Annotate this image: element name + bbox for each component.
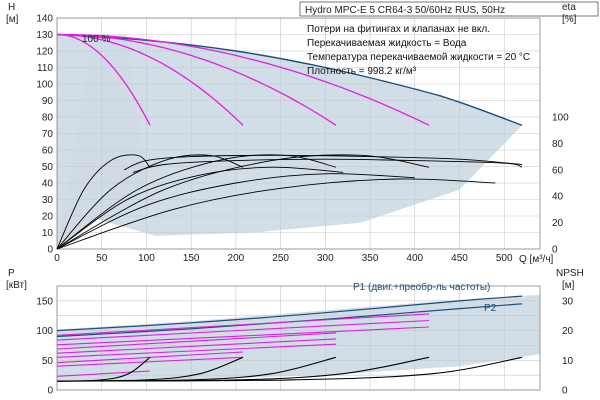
p1-power-curve bbox=[56, 295, 523, 332]
bottom-right-tick-label: 0 bbox=[562, 386, 568, 397]
head-pump-curve-2 bbox=[56, 33, 244, 126]
top-left-tick-label: 30 bbox=[42, 195, 54, 206]
chart-title: Hydro MPC-E 5 CR64-3 50/60Hz RUS, 50Hz bbox=[305, 5, 505, 16]
top-x-tick-label: 50 bbox=[96, 253, 108, 264]
npsh-curve-5 bbox=[56, 356, 523, 382]
p2-series-label: P2 bbox=[484, 303, 497, 314]
top-x-tick-label: 150 bbox=[183, 253, 200, 264]
top-left-axis-unit: [м] bbox=[6, 14, 19, 25]
top-x-tick-label: 250 bbox=[272, 253, 289, 264]
power-pump-curve-4 bbox=[56, 313, 430, 336]
note-4: Плотность = 998.2 кг/м³ bbox=[307, 66, 417, 77]
bottom-right-axis-unit: [м] bbox=[562, 280, 575, 291]
top-x-tick-label: 350 bbox=[362, 253, 379, 264]
top-right-tick-label: 20 bbox=[552, 218, 564, 229]
top-right-tick-label: 40 bbox=[552, 192, 564, 203]
top-right-tick-label: 100 bbox=[552, 113, 569, 124]
bottom-right-tick-label: 20 bbox=[562, 326, 574, 337]
top-left-tick-label: 70 bbox=[42, 129, 54, 140]
bottom-plot-frame bbox=[56, 285, 541, 391]
top-left-tick-label: 100 bbox=[36, 80, 53, 91]
head-pump-curve-3 bbox=[56, 33, 337, 126]
bottom-left-tick-label: 150 bbox=[36, 296, 53, 307]
top-left-tick-label: 140 bbox=[36, 14, 53, 25]
power-pump-curve-6 bbox=[56, 338, 337, 354]
top-right-axis-label: eta bbox=[562, 2, 576, 13]
efficiency-curve-9 bbox=[132, 158, 523, 173]
efficiency-curve-6 bbox=[56, 173, 415, 250]
power-pump-curve-8 bbox=[56, 343, 337, 358]
percent-annotation: 100 % bbox=[82, 34, 110, 45]
top-right-axis-unit: [%] bbox=[562, 14, 577, 25]
head-pump-curve-1 bbox=[56, 33, 151, 126]
top-left-tick-label: 110 bbox=[37, 63, 53, 74]
head-pump-curve-4 bbox=[56, 33, 430, 126]
power-pump-curve-3 bbox=[56, 332, 337, 350]
top-left-tick-label: 40 bbox=[42, 179, 54, 190]
efficiency-curve-3 bbox=[56, 154, 337, 250]
bottom-right-tick-label: 10 bbox=[562, 356, 574, 367]
top-left-tick-label: 80 bbox=[42, 113, 54, 124]
efficiency-curve-5 bbox=[56, 166, 344, 250]
top-left-axis-label: H bbox=[8, 2, 15, 13]
top-x-tick-label: 500 bbox=[496, 253, 513, 264]
top-left-tick-label: 60 bbox=[42, 146, 54, 157]
note-2: Перекачиваемая жидкость = Вода bbox=[307, 38, 467, 49]
power-pump-curve-5 bbox=[56, 356, 244, 367]
bottom-left-tick-label: 50 bbox=[42, 356, 54, 367]
note-1: Потери на фитингах и клапанах не вкл. bbox=[307, 23, 490, 35]
bottom-left-axis-label: P bbox=[8, 268, 15, 279]
bottom-left-tick-label: 100 bbox=[36, 326, 53, 337]
efficiency-curve-2 bbox=[56, 154, 244, 250]
power-pump-curve-1 bbox=[56, 370, 151, 377]
tick-labels-layer: 0 50 100 150 200 250 300 350 400 450 5000102030405… bbox=[36, 14, 573, 397]
top-operating-region bbox=[57, 34, 523, 249]
top-x-tick-label: 400 bbox=[406, 253, 423, 264]
top-x-axis-label: Q [м³/ч] bbox=[519, 254, 554, 265]
top-left-tick-label: 50 bbox=[42, 162, 54, 173]
top-right-tick-label: 80 bbox=[552, 139, 564, 150]
curves-layer bbox=[56, 33, 523, 382]
top-plot-frame bbox=[56, 17, 541, 250]
bottom-right-tick-label: 30 bbox=[562, 296, 574, 307]
title-box bbox=[299, 1, 599, 17]
note-3: Температура перекачиваемой жидкости = 20… bbox=[307, 52, 530, 63]
bottom-left-tick-label: 0 bbox=[47, 386, 53, 397]
top-left-tick-label: 130 bbox=[36, 30, 53, 41]
top-x-tick-label: 200 bbox=[228, 253, 245, 264]
top-left-tick-label: 90 bbox=[42, 96, 54, 107]
top-right-tick-label: 60 bbox=[552, 165, 564, 176]
bottom-left-axis-unit: [кВт] bbox=[6, 280, 27, 291]
power-pump-curve-9 bbox=[56, 326, 430, 346]
top-right-tick-label: 0 bbox=[552, 245, 558, 256]
power-pump-curve-7 bbox=[56, 319, 430, 341]
efficiency-curve-7 bbox=[56, 178, 496, 250]
top-x-tick-label: 0 bbox=[54, 253, 60, 264]
top-x-tick-label: 100 bbox=[138, 253, 155, 264]
efficiency-curve-1 bbox=[56, 154, 151, 250]
top-left-tick-label: 20 bbox=[42, 212, 54, 223]
efficiency-curve-8 bbox=[123, 154, 523, 171]
top-x-tick-label: 300 bbox=[317, 253, 334, 264]
top-left-tick-label: 120 bbox=[36, 47, 53, 58]
p1-series-label: P1 (двиг.+преобр-ль частоты) bbox=[353, 281, 490, 293]
top-region-layer bbox=[57, 34, 523, 249]
bottom-right-axis-label: NPSH bbox=[556, 268, 584, 279]
top-left-tick-label: 10 bbox=[42, 228, 54, 239]
top-left-tick-label: 0 bbox=[47, 245, 53, 256]
top-x-tick-label: 450 bbox=[451, 253, 468, 264]
